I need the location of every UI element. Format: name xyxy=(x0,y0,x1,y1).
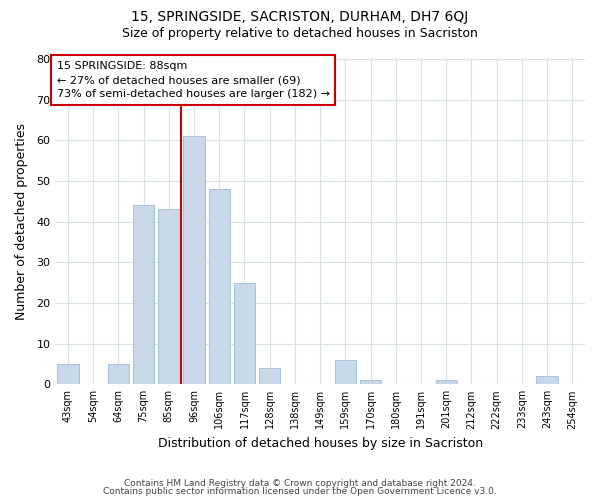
Bar xyxy=(335,360,356,384)
Bar xyxy=(107,364,129,384)
Bar xyxy=(234,282,255,384)
Text: Contains HM Land Registry data © Crown copyright and database right 2024.: Contains HM Land Registry data © Crown c… xyxy=(124,478,476,488)
X-axis label: Distribution of detached houses by size in Sacriston: Distribution of detached houses by size … xyxy=(158,437,483,450)
Bar xyxy=(360,380,382,384)
Bar xyxy=(133,206,154,384)
Bar xyxy=(57,364,79,384)
Bar xyxy=(184,136,205,384)
Text: Size of property relative to detached houses in Sacriston: Size of property relative to detached ho… xyxy=(122,28,478,40)
Bar xyxy=(436,380,457,384)
Bar xyxy=(158,210,179,384)
Bar xyxy=(536,376,558,384)
Text: Contains public sector information licensed under the Open Government Licence v3: Contains public sector information licen… xyxy=(103,487,497,496)
Bar xyxy=(209,189,230,384)
Y-axis label: Number of detached properties: Number of detached properties xyxy=(15,123,28,320)
Bar xyxy=(259,368,280,384)
Text: 15, SPRINGSIDE, SACRISTON, DURHAM, DH7 6QJ: 15, SPRINGSIDE, SACRISTON, DURHAM, DH7 6… xyxy=(131,10,469,24)
Text: 15 SPRINGSIDE: 88sqm
← 27% of detached houses are smaller (69)
73% of semi-detac: 15 SPRINGSIDE: 88sqm ← 27% of detached h… xyxy=(56,61,329,99)
